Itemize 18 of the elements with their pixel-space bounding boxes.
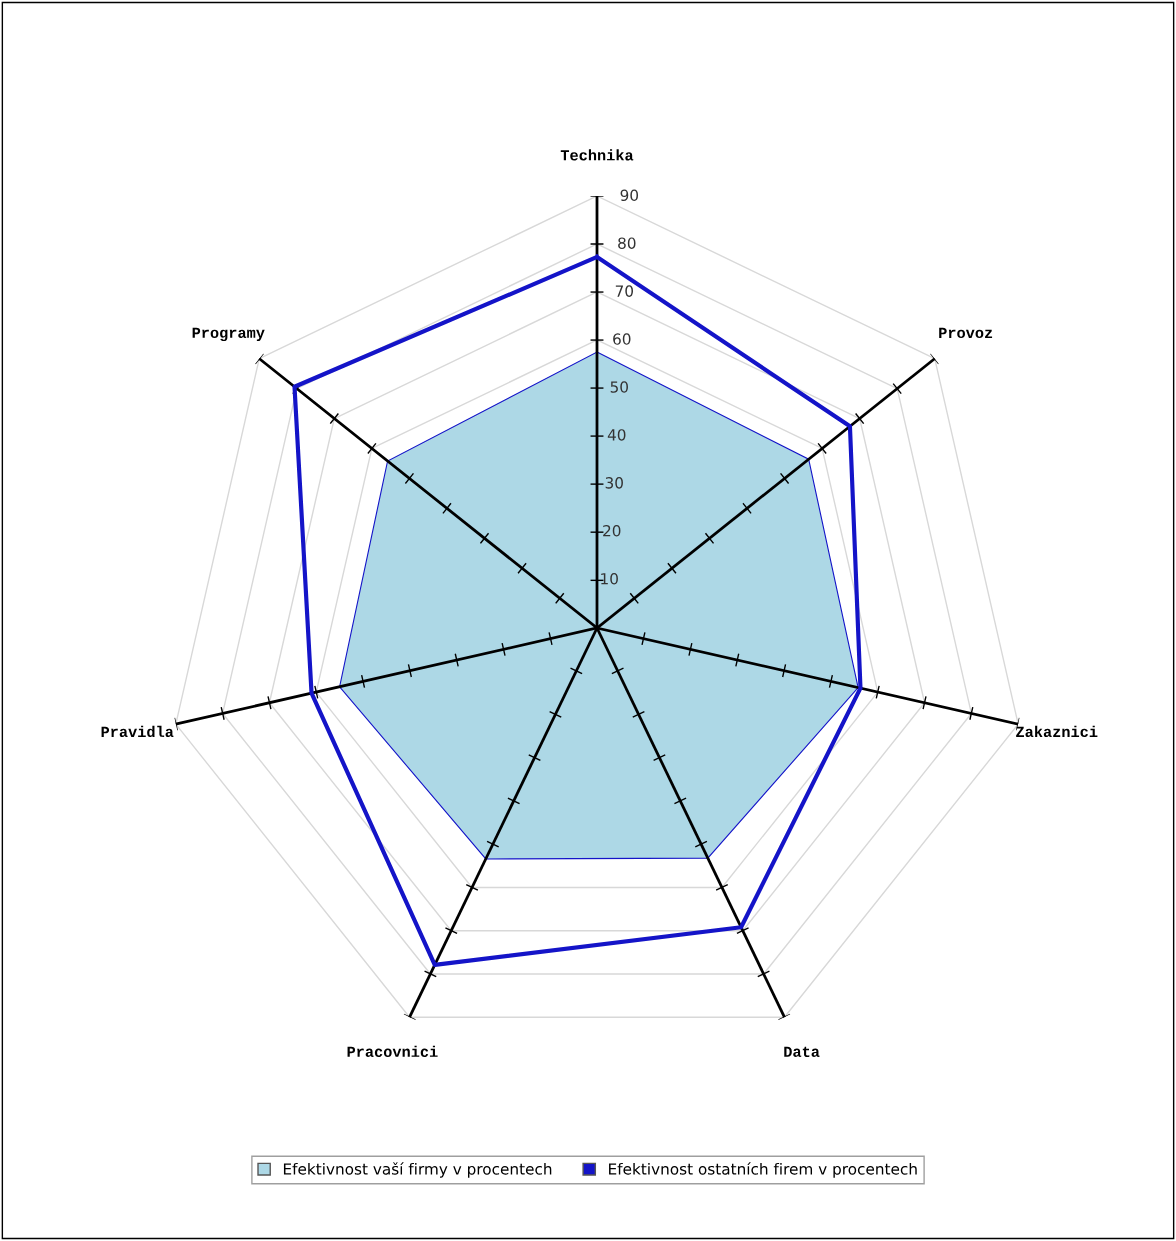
y-tick-label: 30: [605, 477, 623, 489]
y-tick-label: 40: [607, 429, 626, 441]
y-tick-label: 20: [603, 525, 621, 537]
y-tick-label: 10: [601, 572, 618, 585]
y-tick-label: 50: [610, 381, 628, 393]
y-tick-label: 80: [618, 237, 636, 249]
spoke-label: Provoz: [939, 327, 993, 339]
legend-label: Efektivnost vaší firmy v procentech: [283, 1162, 552, 1178]
spoke-label: Technika: [560, 149, 634, 161]
spoke-label: Pravidla: [101, 725, 174, 738]
y-tick-label: 70: [615, 285, 634, 297]
spoke-label: Data: [784, 1046, 820, 1057]
spoke-label: Pracovnici: [347, 1045, 438, 1057]
spoke-label: Zakaznici: [1016, 725, 1098, 738]
spoke-label: Programy: [192, 327, 265, 342]
y-tick-label: 90: [620, 189, 639, 202]
legend-label: Efektivnost ostatních firem v procentech: [609, 1162, 917, 1178]
y-tick-label: 60: [613, 333, 631, 345]
